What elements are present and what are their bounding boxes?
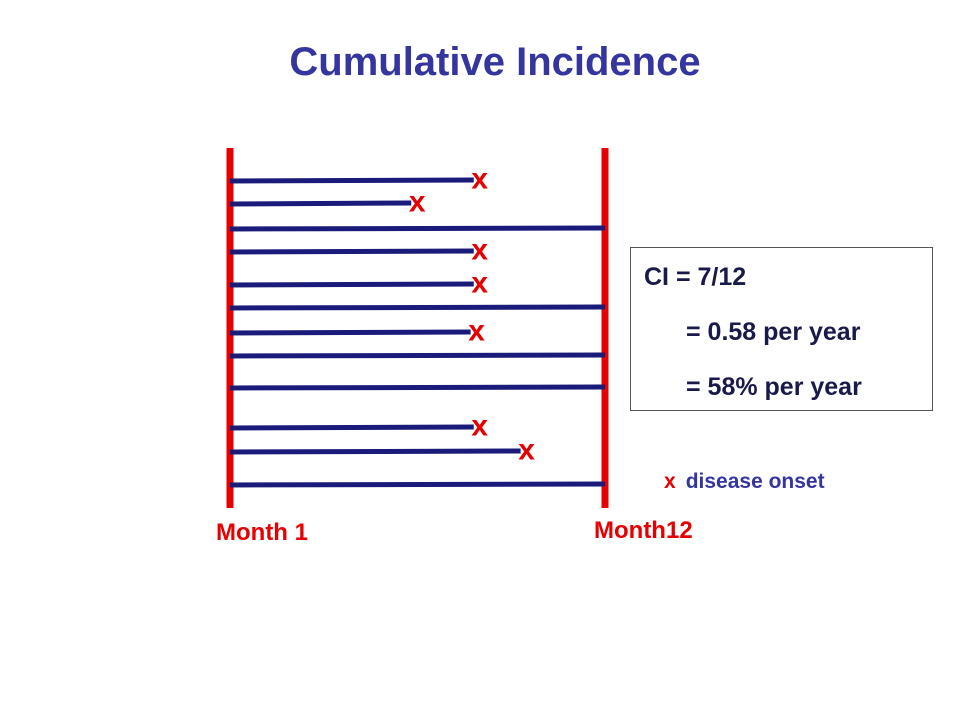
month-1-label: Month 1 [216,519,308,546]
subject-timeline [229,304,606,311]
subject-timeline [229,281,474,288]
subject-timeline [229,448,521,455]
subject-timeline [229,424,474,431]
subject-timeline [229,225,606,232]
onset-x-mark: x [471,266,489,300]
legend-label: disease onset [685,470,825,493]
subject-timeline [229,481,606,488]
onset-x-mark: x [471,162,489,196]
ci-formula: CI = 7/12 [644,263,747,291]
month-12-label: Month12 [594,517,693,544]
subject-timeline [229,352,606,359]
ci-proportion: = 0.58 per year [686,318,861,346]
onset-x-mark: x [471,409,489,443]
ci-result-box: CI = 7/12 = 0.58 per year = 58% per year [630,247,933,411]
subject-timeline [229,177,474,184]
subject-timeline [229,248,474,255]
onset-x-mark: x [471,233,489,267]
onset-x-mark: x [408,185,426,219]
subject-timeline [229,329,471,336]
onset-x-mark: x [468,314,485,348]
ci-percent: = 58% per year [686,373,862,401]
legend: x disease onset [664,470,825,494]
onset-x-mark: x [518,433,535,467]
subject-timeline [229,384,606,391]
legend-symbol: x [664,470,676,493]
subject-timeline [229,200,412,207]
page-title: Cumulative Incidence [289,40,701,84]
